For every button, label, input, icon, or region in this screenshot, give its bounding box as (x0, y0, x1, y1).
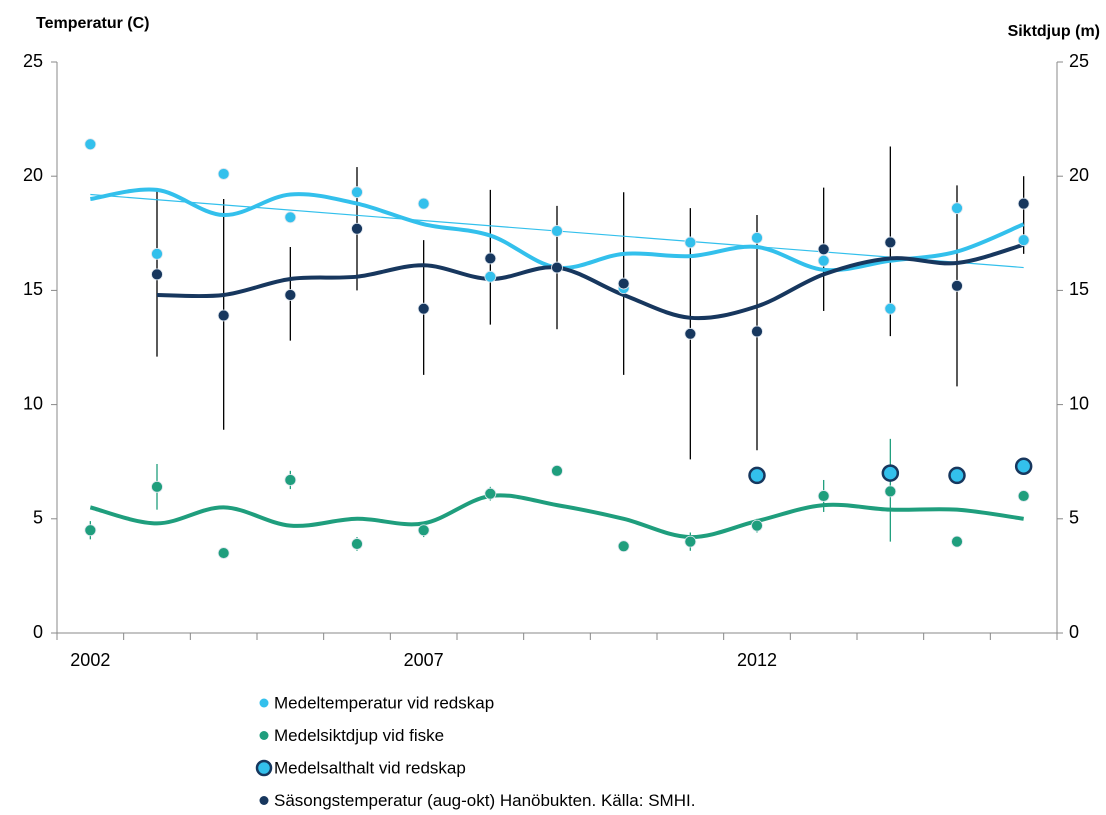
point (1017, 197, 1030, 210)
point (551, 464, 563, 477)
point (351, 222, 363, 235)
point (484, 270, 497, 283)
point (217, 168, 230, 180)
point (1017, 234, 1030, 247)
y2-tick-label: 5 (1069, 508, 1079, 528)
y-tick-label: 25 (23, 51, 43, 71)
point (617, 540, 630, 553)
point (217, 309, 230, 322)
legend-marker (255, 759, 273, 777)
point (151, 480, 163, 493)
point (751, 325, 763, 338)
legend-label: Medeltemperatur vid redskap (274, 693, 494, 712)
point (284, 211, 297, 224)
point (84, 138, 97, 151)
y2-tick-label: 10 (1069, 393, 1089, 413)
y-tick-label: 0 (33, 622, 43, 642)
point (951, 202, 963, 215)
point (551, 225, 563, 237)
legend-marker (259, 796, 269, 805)
x-tick-label: 2007 (404, 650, 444, 670)
error-bars (89, 146, 1025, 551)
point (817, 254, 830, 267)
point (748, 466, 766, 485)
point (284, 289, 297, 301)
x-tick-label: 2002 (70, 650, 110, 670)
point (951, 279, 963, 292)
legend-label: Säsongstemperatur (aug-okt) Hanöbukten. … (274, 791, 695, 810)
point (817, 243, 830, 256)
y2-tick-label: 15 (1069, 279, 1089, 299)
points (84, 138, 1033, 559)
legend-label: Medelsiktdjup vid fiske (274, 726, 444, 745)
point (684, 327, 697, 340)
y-axis-title: Temperatur (C) (36, 15, 150, 32)
axes (56, 62, 1058, 634)
y2-tick-label: 0 (1069, 622, 1079, 642)
legend-label: Medelsalthalt vid redskap (274, 758, 466, 777)
point (881, 464, 900, 482)
point (351, 538, 363, 550)
point (551, 261, 563, 274)
point (151, 247, 163, 260)
point (751, 519, 763, 532)
point (617, 277, 630, 290)
legend-marker (259, 731, 269, 740)
point (1017, 490, 1030, 502)
y2-axis-title: Siktdjup (m) (1008, 23, 1100, 40)
point (284, 474, 297, 486)
point (151, 268, 163, 281)
point (484, 252, 497, 265)
point (751, 231, 763, 244)
y2-tick-label: 20 (1069, 165, 1089, 185)
point (951, 535, 963, 548)
point (417, 302, 430, 315)
point (817, 490, 830, 502)
point (948, 466, 966, 485)
point (684, 535, 697, 548)
smooth-line (156, 242, 1025, 321)
point (84, 524, 97, 537)
point (884, 236, 897, 249)
y-tick-label: 20 (23, 165, 43, 185)
point (1014, 457, 1033, 476)
smooth-line (89, 493, 1024, 540)
y2-tick-label: 25 (1069, 51, 1089, 71)
point (884, 302, 897, 315)
point (417, 524, 430, 537)
point (484, 487, 497, 500)
point (351, 186, 363, 199)
x-tick-label: 2012 (737, 650, 777, 670)
point (417, 197, 430, 210)
y-tick-label: 5 (33, 508, 43, 528)
legend-marker (259, 698, 269, 708)
point (684, 236, 697, 249)
y-tick-label: 10 (23, 393, 43, 413)
point (884, 485, 897, 498)
point (217, 547, 230, 559)
y-tick-label: 15 (23, 279, 43, 299)
